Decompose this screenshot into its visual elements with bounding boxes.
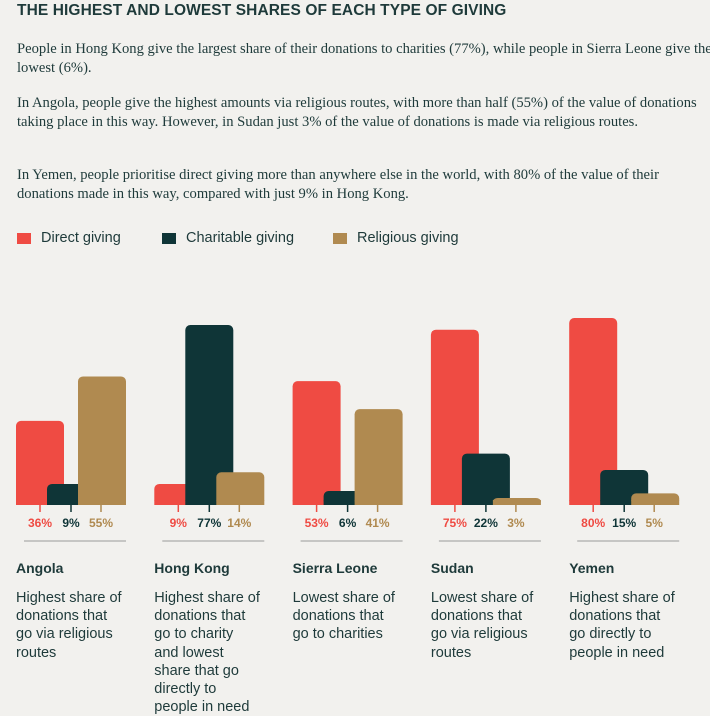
data-label-sierra-leone-charitable: 6%	[339, 516, 357, 530]
bar-hong-kong-religious	[216, 472, 265, 505]
description-line: go to charity	[154, 626, 234, 643]
country-name-hong-kong: Hong Kong	[154, 560, 230, 576]
bar-base-sierra-leone-charitable	[323, 500, 372, 505]
description-line: Lowest share of	[292, 590, 395, 606]
description-line: donations that	[154, 608, 246, 625]
bar-sudan-charitable	[461, 453, 510, 505]
bar-yemen-direct	[569, 318, 618, 505]
bar-base-yemen-direct	[569, 500, 618, 505]
bar-base-sierra-leone-direct	[292, 500, 341, 505]
data-label-sudan-religious: 3%	[507, 516, 525, 530]
country-name-sudan: Sudan	[430, 560, 474, 576]
legend-item-direct: Direct giving	[17, 230, 121, 246]
description-line: donations that	[16, 608, 108, 625]
data-label-sierra-leone-direct: 53%	[305, 516, 329, 530]
bar-sierra-leone-direct	[292, 381, 341, 505]
bar-base-sudan-charitable	[461, 500, 510, 505]
bar-hong-kong-charitable	[185, 325, 234, 505]
bar-base-angola-direct	[16, 500, 64, 505]
legend-swatch-direct	[17, 232, 31, 244]
country-description-angola: Highest share of donations that go via rel…	[16, 589, 132, 662]
legend-label-charitable: Charitable giving	[186, 230, 295, 246]
description-line: routes	[430, 644, 472, 661]
data-label-hong-kong-direct: 9%	[170, 516, 188, 530]
bar-base-hong-kong-religious	[216, 500, 265, 505]
bar-base-hong-kong-charitable	[185, 500, 234, 505]
bar-base-hong-kong-direct	[154, 500, 203, 505]
intro-paragraph-3: In Yemen, people prioritise direct givin…	[17, 167, 659, 202]
data-label-angola-charitable: 9%	[62, 516, 80, 530]
description-line: donations that	[430, 608, 522, 625]
data-label-sudan-charitable: 22%	[474, 516, 498, 530]
data-label-yemen-religious: 5%	[646, 516, 664, 530]
bar-base-sudan-direct	[430, 500, 479, 505]
data-label-sierra-leone-religious: 41%	[366, 516, 390, 530]
description-line: go to charities	[292, 626, 383, 643]
country-description-sierra-leone: Lowest share of donations that go to chari…	[293, 589, 409, 644]
data-label-angola-religious: 55%	[89, 516, 113, 530]
description-line: people in need	[154, 699, 250, 716]
description-line: and lowest	[154, 644, 224, 661]
description-line: donations that	[292, 608, 384, 625]
chart-title: THE HIGHEST AND LOWEST SHARES OF EACH TY…	[17, 2, 507, 19]
data-label-angola-direct: 36%	[28, 516, 52, 530]
bar-angola-religious	[78, 376, 126, 505]
data-label-hong-kong-charitable: 77%	[197, 516, 221, 530]
description-line: share that go	[154, 662, 239, 679]
legend-swatch-religious	[333, 232, 347, 244]
data-label-hong-kong-religious: 14%	[227, 516, 251, 530]
country-description-hong-kong: Highest share of donations that go to char…	[154, 589, 270, 716]
description-line: go via religious	[430, 626, 528, 643]
legend-label-direct: Direct giving	[41, 230, 121, 246]
bar-chart: 36% 9% 55% 9% 77% 14% 53% 6% 41% 75% 22% 3% 80% 15% 5%	[16, 318, 680, 542]
country-name-sierra-leone: Sierra Leone	[292, 560, 378, 576]
country-description-yemen: Highest share of donations that go directl…	[569, 589, 685, 662]
legend-item-religious: Religious giving	[333, 230, 459, 246]
bar-base-sierra-leone-religious	[354, 500, 403, 505]
intro-paragraph-1: People in Hong Kong give the largest sha…	[17, 41, 710, 76]
description-line: routes	[16, 644, 57, 661]
description-line: Highest share of	[16, 590, 122, 606]
description-line: directly to	[154, 681, 217, 698]
description-line: go via religious	[16, 626, 113, 643]
description-line: Highest share of	[569, 590, 675, 606]
description-line: donations that	[569, 608, 661, 625]
country-name-yemen: Yemen	[569, 560, 615, 576]
intro-paragraph-2: In Angola, people give the highest amoun…	[17, 95, 697, 130]
description-line: people in need	[569, 644, 665, 661]
bar-base-sudan-religious	[492, 500, 541, 505]
bar-base-angola-charitable	[47, 500, 95, 505]
data-label-sudan-direct: 75%	[443, 516, 467, 530]
legend-item-charitable: Charitable giving	[162, 230, 294, 246]
data-label-yemen-direct: 80%	[581, 516, 605, 530]
data-label-yemen-charitable: 15%	[612, 516, 636, 530]
country-description-sudan: Lowest share of donations that go via reli…	[431, 589, 547, 662]
country-name-angola: Angola	[16, 560, 64, 576]
description-line: Highest share of	[154, 590, 260, 606]
bar-base-angola-religious	[78, 500, 126, 505]
legend-swatch-charitable	[162, 232, 176, 244]
bar-base-yemen-religious	[631, 500, 680, 505]
bar-base-yemen-charitable	[600, 500, 649, 505]
description-line: Lowest share of	[430, 590, 534, 606]
legend-label-religious: Religious giving	[357, 230, 459, 246]
description-line: go directly to	[569, 626, 652, 643]
bar-sierra-leone-religious	[354, 409, 403, 505]
